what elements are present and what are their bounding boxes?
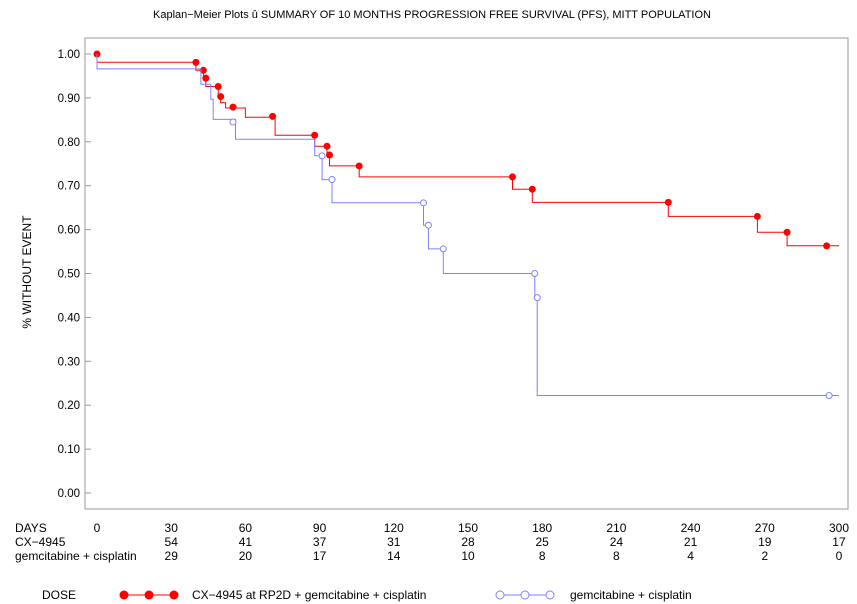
risk-count: 0 [836, 549, 843, 563]
risk-count: 25 [536, 535, 550, 549]
cx4945-censor-marker [753, 212, 761, 220]
legend-entry-gem-cis: gemcitabine + cisplatin [570, 588, 692, 602]
risk-count: 4 [687, 549, 694, 563]
legend: DOSE CX−4945 at RP2D + gemcitabine + cisp… [42, 588, 692, 602]
cx4945-censor-marker [192, 58, 200, 66]
risk-count: 19 [758, 535, 772, 549]
risk-count: 41 [239, 535, 253, 549]
x-tick-label: 90 [313, 521, 327, 535]
gem-cis-censor-marker [424, 221, 432, 229]
cx4945-censor-marker [783, 228, 791, 236]
risk-count: 17 [313, 549, 327, 563]
y-tick-label: 0.60 [58, 225, 80, 237]
gem-cis-censor-marker [533, 294, 541, 302]
x-tick-label: 120 [384, 521, 404, 535]
risk-count: 37 [313, 535, 327, 549]
cx4945-censor-marker [199, 66, 207, 74]
cx4945-censor-marker [355, 162, 363, 170]
x-tick-label: 60 [239, 521, 253, 535]
x-tick-label: 210 [606, 521, 626, 535]
x-tick-label: 0 [94, 521, 101, 535]
risk-count: 20 [239, 549, 253, 563]
y-tick-label: 0.70 [58, 181, 80, 193]
y-tick-label: 1.00 [58, 49, 80, 61]
risk-row-label-cx4945: CX−4945 [15, 535, 66, 549]
risk-count: 28 [461, 535, 475, 549]
risk-count: 21 [684, 535, 698, 549]
x-tick-label: 30 [165, 521, 179, 535]
legend-marker-gem-cis [520, 590, 530, 600]
risk-row-label-gem-cis: gemcitabine + cisplatin [15, 549, 137, 563]
legend-title: DOSE [42, 588, 76, 602]
risk-count: 24 [610, 535, 624, 549]
risk-table-header: DAYS [15, 521, 47, 535]
risk-count: 2 [761, 549, 768, 563]
y-tick-label: 0.20 [58, 400, 80, 412]
x-tick-label: 180 [532, 521, 552, 535]
legend-marker-gem-cis [495, 590, 505, 600]
risk-count: 17 [832, 535, 846, 549]
legend-marker-cx4945 [169, 590, 179, 600]
y-tick-label: 0.30 [58, 356, 80, 368]
legend-marker-cx4945 [144, 590, 154, 600]
x-tick-label: 240 [681, 521, 701, 535]
legend-entry-cx4945: CX−4945 at RP2D + gemcitabine + cisplati… [192, 588, 426, 602]
cx4945-censor-marker [311, 131, 319, 139]
gem-cis-censor-marker [531, 270, 539, 277]
x-tick-label: 150 [458, 521, 478, 535]
gem-cis-censor-marker [825, 392, 833, 400]
y-tick-label: 0.90 [58, 93, 80, 105]
cx4945-censor-marker [214, 82, 222, 90]
gem-cis-censor-marker [328, 176, 336, 184]
gem-cis-censor-marker [439, 245, 447, 253]
risk-count: 31 [387, 535, 401, 549]
risk-count: 29 [165, 549, 179, 563]
cx4945-censor-marker [217, 93, 225, 101]
x-tick-label: 270 [755, 521, 775, 535]
cx4945-censor-marker [202, 74, 210, 82]
gem-cis-censor-marker [318, 152, 326, 160]
y-tick-label: 0.40 [58, 312, 80, 324]
gem-cis-censor-marker [419, 199, 427, 207]
cx4945-censor-marker [823, 242, 831, 250]
y-tick-label: 0.00 [58, 488, 80, 500]
cx4945-censor-marker [229, 103, 237, 111]
risk-count: 54 [165, 535, 179, 549]
cx4945-survival-line [96, 54, 839, 247]
cx4945-censor-marker [323, 142, 331, 150]
cx4945-censor-marker [528, 185, 536, 193]
series-layer [93, 50, 839, 400]
y-axis-label: % WITHOUT EVENT [20, 215, 34, 329]
risk-count: 10 [461, 549, 475, 563]
risk-count: 14 [387, 549, 401, 563]
legend-marker-cx4945 [119, 590, 129, 600]
y-tick-label: 0.50 [58, 269, 80, 281]
y-axis-ticks: 0.00 0.10 0.20 0.30 0.40 0.50 0.60 0.70 0.80 0.90… [58, 49, 91, 500]
cx4945-censor-marker [664, 198, 672, 206]
cx4945-censor-marker [325, 151, 333, 159]
y-tick-label: 0.80 [58, 137, 80, 149]
risk-count: 8 [613, 549, 620, 563]
cx4945-censor-marker [269, 112, 277, 120]
x-tick-label: 300 [829, 521, 849, 535]
legend-marker-gem-cis [545, 590, 555, 600]
gem-cis-censor-marker [229, 118, 237, 126]
risk-count: 8 [539, 549, 546, 563]
y-tick-label: 0.10 [58, 444, 80, 456]
chart-title: Kaplan−Meier Plots û SUMMARY OF 10 MONTH… [153, 9, 711, 21]
gem-cis-survival-line [96, 54, 839, 396]
cx4945-censor-marker [509, 173, 517, 181]
